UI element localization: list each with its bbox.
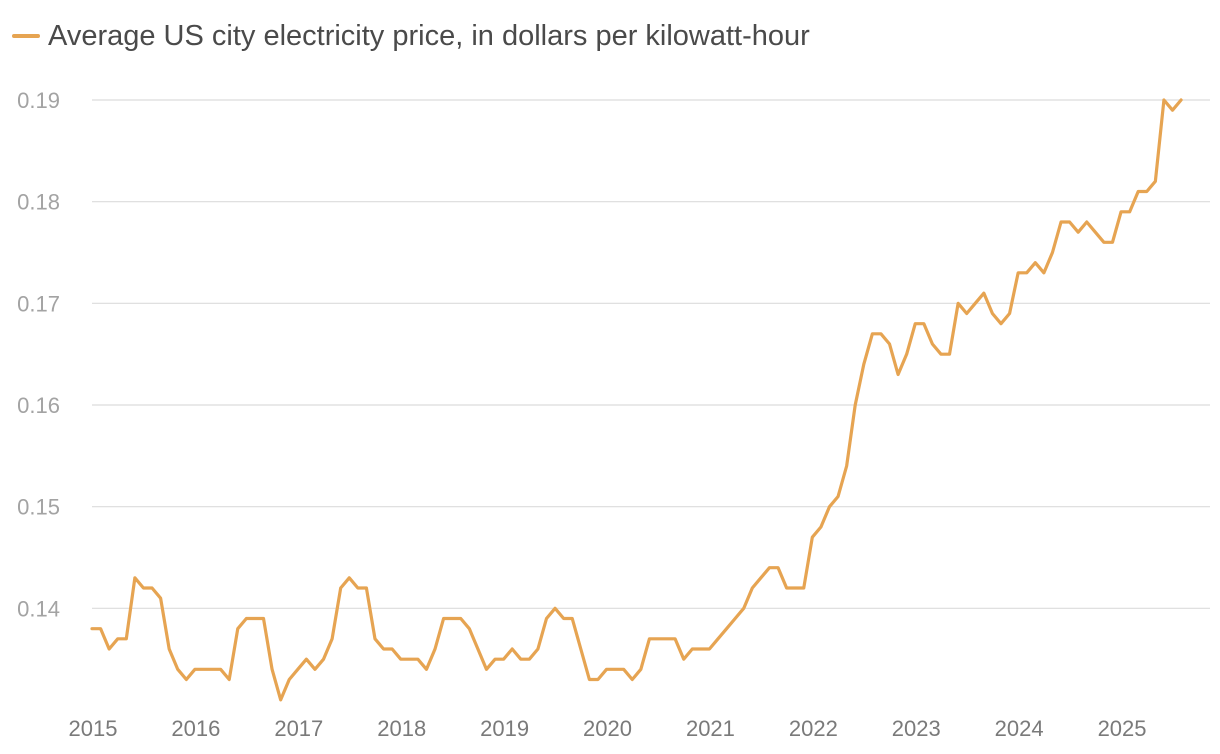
- y-axis-ticks: 0.14 0.15 0.16 0.17 0.18 0.19: [17, 88, 60, 621]
- x-tick-label: 2019: [480, 716, 529, 741]
- x-tick-label: 2015: [69, 716, 118, 741]
- y-tick-label: 0.19: [17, 88, 60, 113]
- x-tick-label: 2016: [171, 716, 220, 741]
- legend: Average US city electricity price, in do…: [12, 14, 810, 58]
- x-tick-label: 2025: [1098, 716, 1147, 741]
- x-tick-label: 2020: [583, 716, 632, 741]
- x-tick-label: 2021: [686, 716, 735, 741]
- x-axis-ticks: 2015 2016 2017 2018 2019 2020 2021 2022 2023 2024…: [69, 716, 1147, 741]
- x-tick-label: 2023: [892, 716, 941, 741]
- legend-label: Average US city electricity price, in do…: [48, 19, 810, 52]
- x-tick-label: 2024: [995, 716, 1044, 741]
- y-tick-label: 0.17: [17, 291, 60, 316]
- legend-swatch: [12, 34, 40, 38]
- y-tick-label: 0.16: [17, 393, 60, 418]
- y-tick-label: 0.14: [17, 596, 60, 621]
- grid-lines: [92, 99, 1210, 609]
- y-tick-label: 0.15: [17, 495, 60, 520]
- x-tick-label: 2022: [789, 716, 838, 741]
- y-tick-label: 0.18: [17, 190, 60, 215]
- series-line-0: [90, 98, 1183, 702]
- series-layer: [90, 98, 1183, 702]
- x-tick-label: 2018: [377, 716, 426, 741]
- x-tick-label: 2017: [274, 716, 323, 741]
